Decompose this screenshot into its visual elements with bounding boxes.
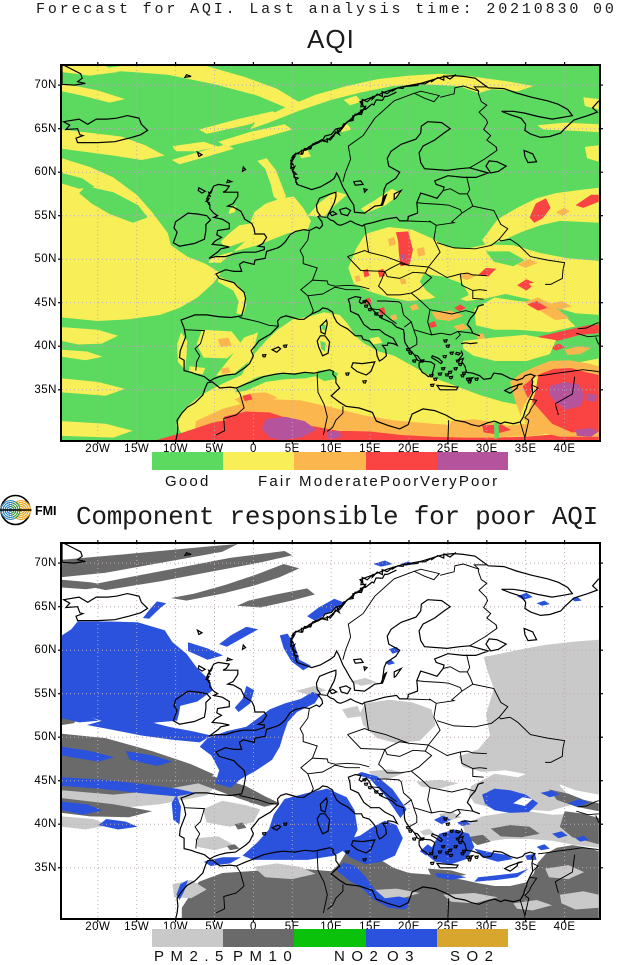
svg-text:FMI: FMI [35,504,57,518]
